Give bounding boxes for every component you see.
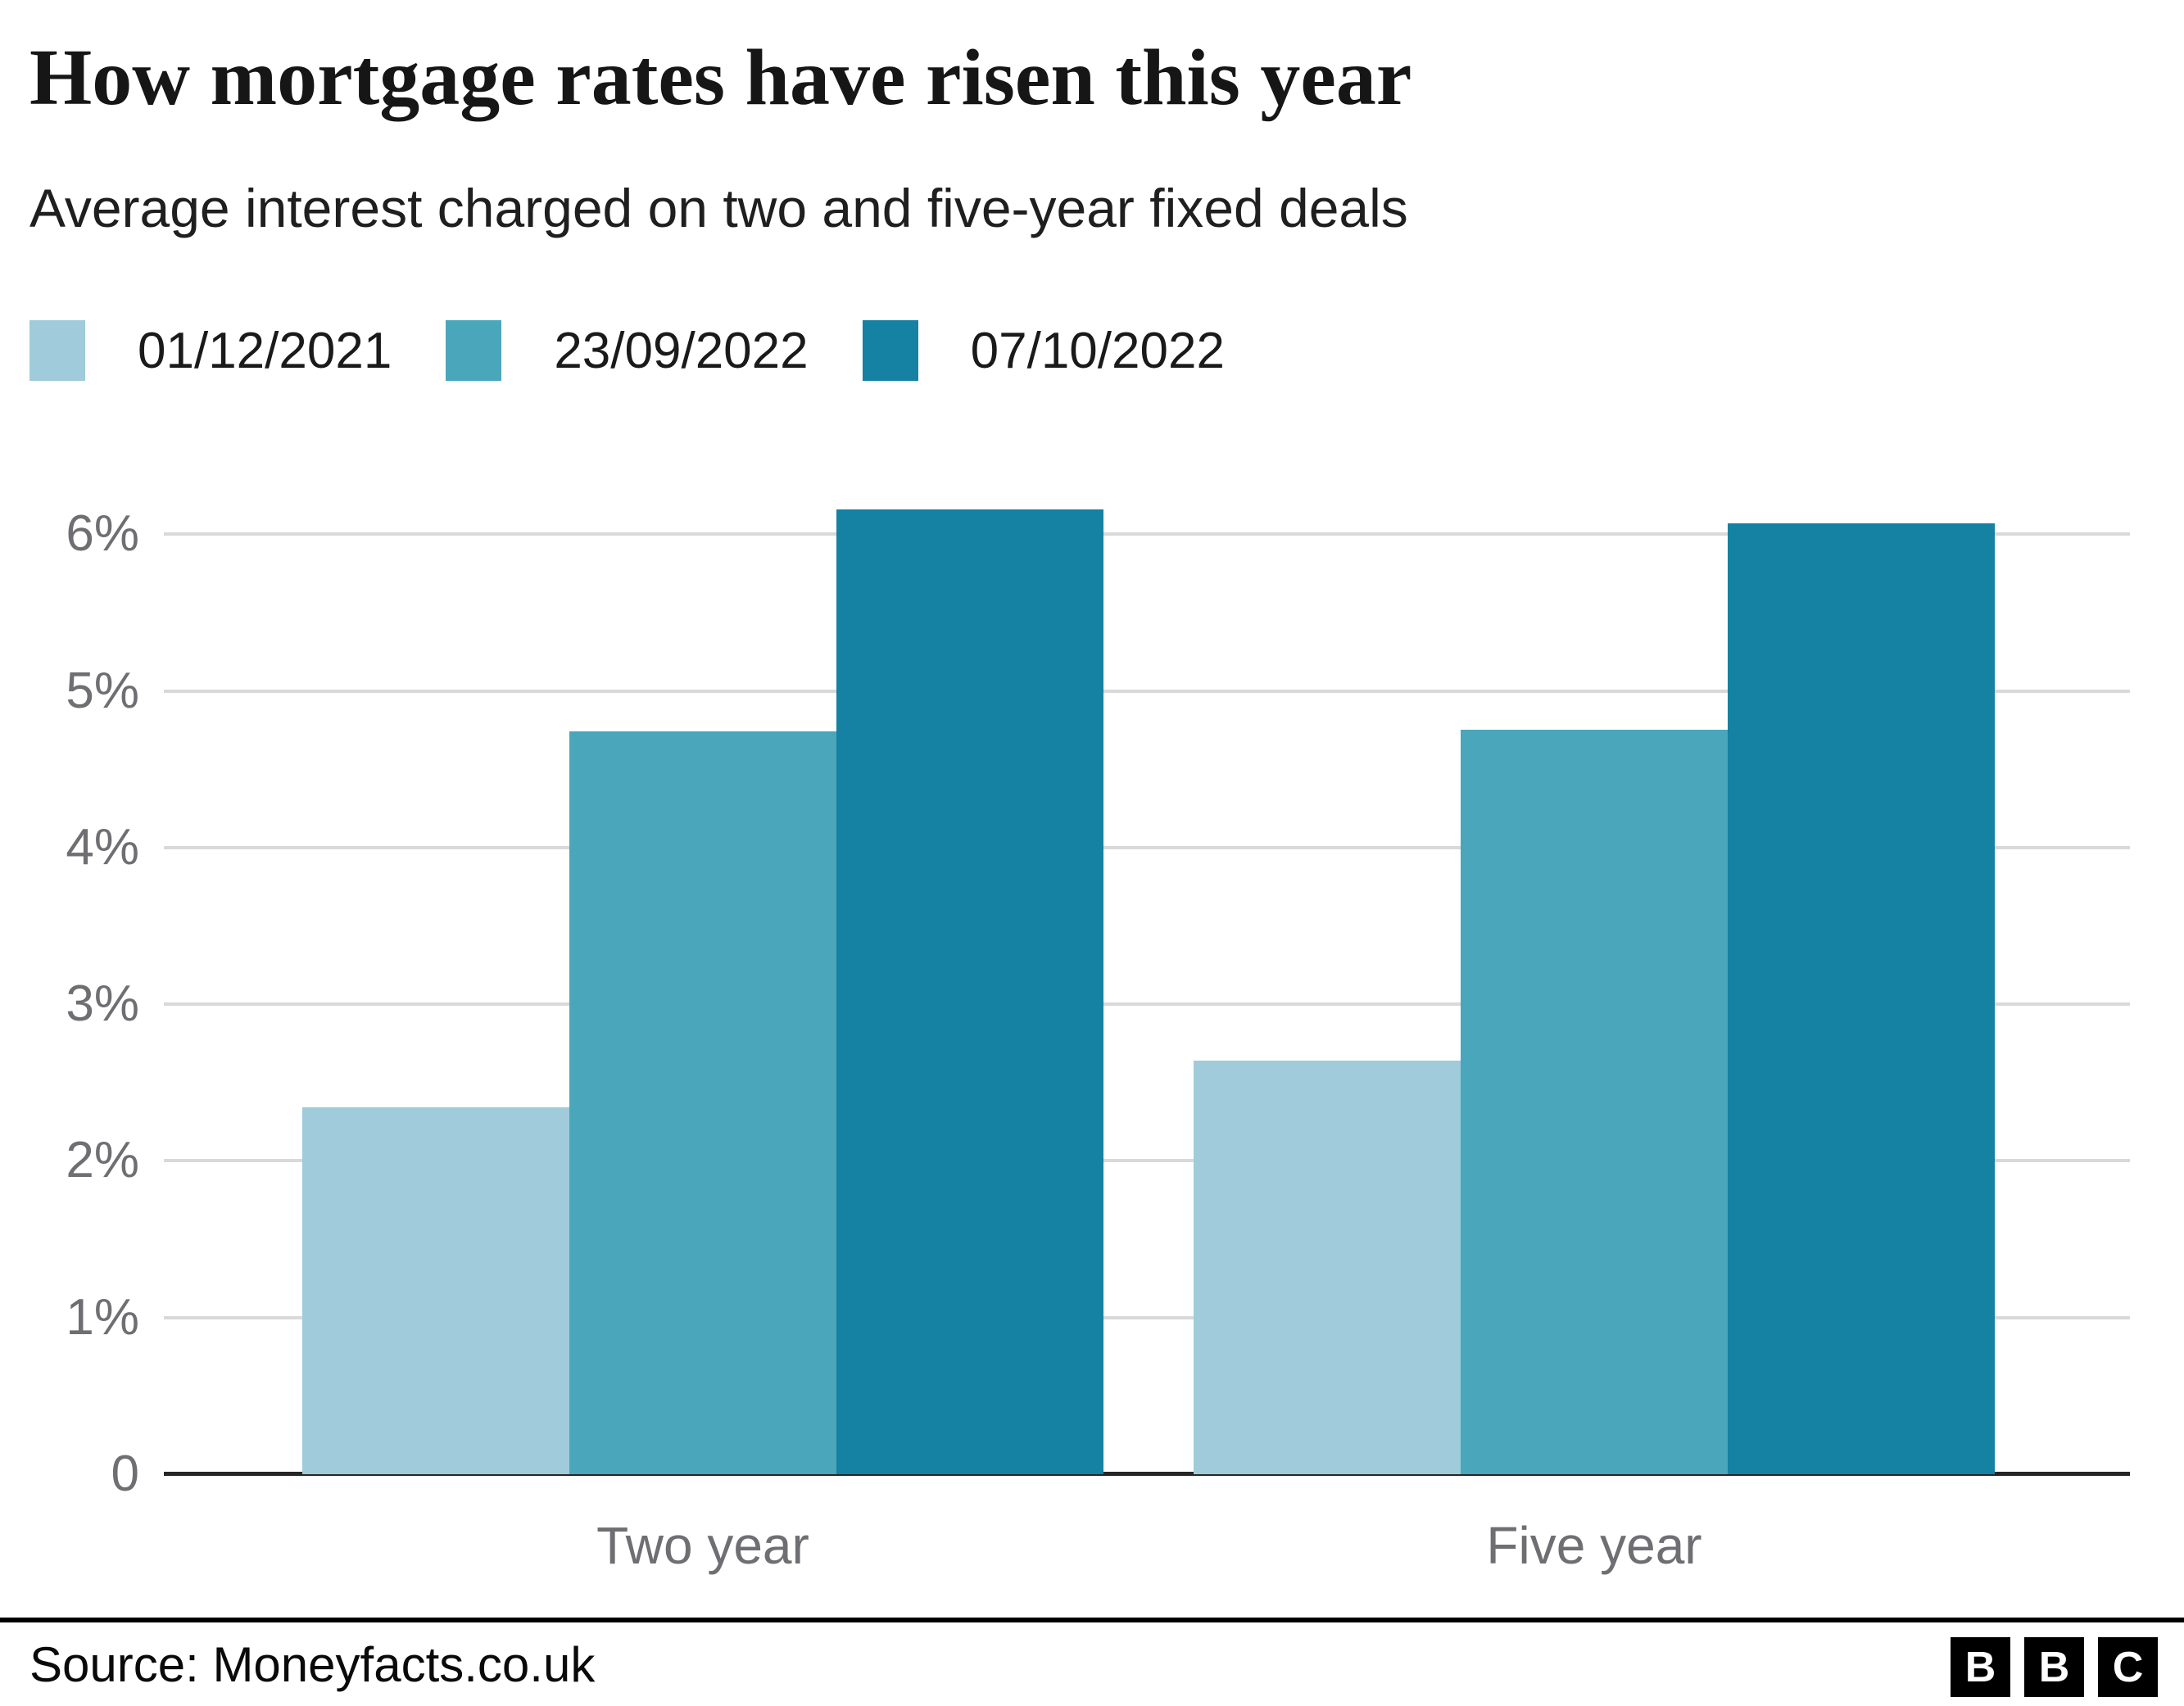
- legend-label: 23/09/2022: [554, 322, 809, 379]
- legend: 01/12/2021 23/09/2022 07/10/2022: [29, 320, 1225, 381]
- legend-item-07-10-2022: 07/10/2022: [862, 320, 1225, 381]
- bbc-logo-letter: B: [2024, 1637, 2084, 1697]
- bar-two-year-07-10-2022: [836, 509, 1103, 1474]
- x-category-label-two-year: Two year: [596, 1516, 809, 1575]
- bar-five-year-23-09-2022: [1461, 730, 1728, 1474]
- bar-five-year-01-12-2021: [1194, 1060, 1461, 1474]
- gridline-2%: [164, 1159, 2130, 1163]
- bbc-logo-letter: B: [1951, 1637, 2010, 1697]
- x-axis-line: [164, 1472, 2130, 1476]
- legend-item-23-09-2022: 23/09/2022: [446, 320, 809, 381]
- bbc-letter-b1: B: [1964, 1643, 1996, 1691]
- legend-swatch-icon: [446, 320, 502, 381]
- chart-subtitle: Average interest charged on two and five…: [29, 178, 1408, 238]
- gridline-5%: [164, 689, 2130, 693]
- legend-label: 07/10/2022: [970, 322, 1225, 379]
- chart-title: How mortgage rates have risen this year: [29, 34, 1412, 122]
- bar-five-year-07-10-2022: [1728, 523, 1995, 1474]
- y-tick-label-3%: 3%: [66, 975, 139, 1033]
- gridline-4%: [164, 845, 2130, 849]
- legend-swatch-icon: [862, 320, 918, 381]
- bar-two-year-23-09-2022: [569, 731, 836, 1474]
- y-tick-label-1%: 1%: [66, 1288, 139, 1346]
- legend-item-01-12-2021: 01/12/2021: [29, 320, 392, 381]
- y-tick-label-5%: 5%: [66, 662, 139, 719]
- bbc-logo: B B C: [1951, 1637, 2158, 1697]
- bbc-logo-letter: C: [2098, 1637, 2158, 1697]
- gridline-3%: [164, 1002, 2130, 1007]
- footer-divider: [0, 1618, 2184, 1622]
- gridline-6%: [164, 532, 2130, 536]
- x-category-label-five-year: Five year: [1486, 1516, 1702, 1575]
- y-tick-label-4%: 4%: [66, 818, 139, 876]
- bbc-letter-c: C: [2112, 1643, 2144, 1691]
- legend-label: 01/12/2021: [138, 322, 392, 379]
- legend-swatch-icon: [29, 320, 85, 381]
- y-tick-label-6%: 6%: [66, 505, 139, 563]
- gridline-1%: [164, 1315, 2130, 1319]
- bar-two-year-01-12-2021: [302, 1107, 569, 1474]
- plot-area: 0 1% 2% 3% 4% 5% 6% Two year Five year: [66, 459, 2130, 1575]
- bbc-letter-b2: B: [2038, 1643, 2070, 1691]
- source-text: Source: Moneyfacts.co.uk: [29, 1637, 596, 1692]
- y-tick-label-0: 0: [111, 1446, 139, 1502]
- y-tick-label-2%: 2%: [66, 1132, 139, 1189]
